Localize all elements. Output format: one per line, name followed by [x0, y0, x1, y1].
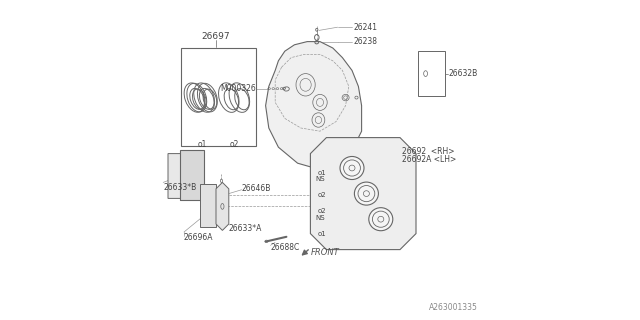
- Text: o1: o1: [198, 140, 207, 149]
- Text: o2: o2: [230, 140, 239, 149]
- Text: 26696A: 26696A: [184, 233, 214, 242]
- Text: o2: o2: [317, 208, 326, 214]
- Text: 26692  <RH>: 26692 <RH>: [402, 147, 454, 156]
- Polygon shape: [216, 182, 229, 230]
- Polygon shape: [310, 138, 416, 250]
- Text: 26692A <LH>: 26692A <LH>: [402, 156, 456, 164]
- Text: o1: o1: [317, 231, 326, 236]
- Text: 26646B: 26646B: [242, 184, 271, 193]
- Bar: [181, 48, 256, 146]
- Text: 26238: 26238: [354, 37, 378, 46]
- Text: FRONT: FRONT: [311, 248, 340, 257]
- Polygon shape: [168, 154, 182, 198]
- Text: 26633*B: 26633*B: [163, 183, 196, 192]
- Polygon shape: [200, 184, 216, 227]
- Text: M000326: M000326: [220, 84, 256, 93]
- Polygon shape: [266, 42, 362, 170]
- Ellipse shape: [355, 182, 378, 205]
- Text: o2: o2: [317, 192, 326, 198]
- Text: NS: NS: [315, 176, 325, 182]
- Text: 26632B: 26632B: [449, 69, 478, 78]
- Bar: [180, 150, 204, 200]
- Text: 26697: 26697: [202, 32, 230, 41]
- Ellipse shape: [369, 208, 393, 231]
- Text: A263001335: A263001335: [429, 303, 477, 312]
- Text: 26241: 26241: [354, 23, 378, 32]
- Text: NS: NS: [315, 215, 325, 220]
- Text: 26688C: 26688C: [270, 243, 300, 252]
- Ellipse shape: [340, 156, 364, 180]
- Bar: [418, 51, 445, 96]
- Text: 26633*A: 26633*A: [229, 224, 262, 233]
- Text: o1: o1: [317, 170, 326, 176]
